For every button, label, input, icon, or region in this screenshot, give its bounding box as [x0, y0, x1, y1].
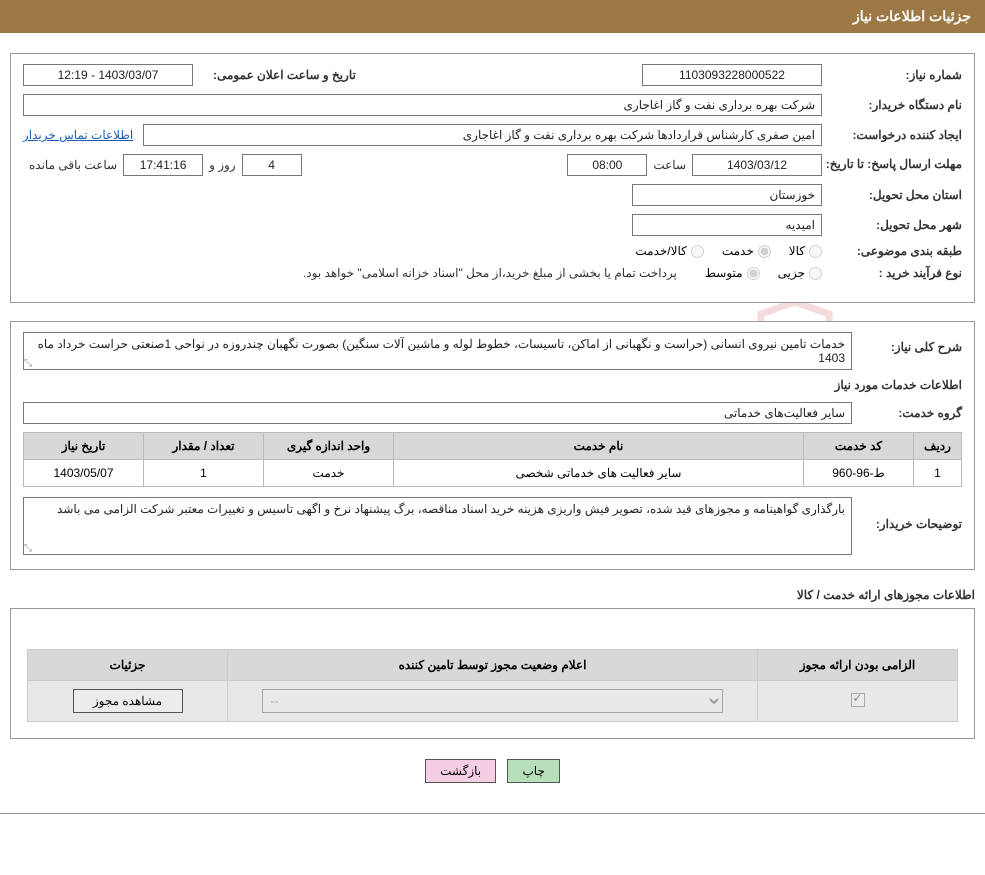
services-table: ردیف کد خدمت نام خدمت واحد اندازه گیری ت…	[23, 432, 962, 487]
print-button[interactable]: چاپ	[507, 759, 559, 783]
overview-text: خدمات تامین نیروی انسانی (حراست و نگهبان…	[38, 337, 845, 365]
buyer-desc-text: بارگذاری گواهینامه و مجوزهای قید شده، تص…	[57, 502, 845, 516]
province-field: خوزستان	[632, 184, 822, 206]
radio-small-label: جزیی	[778, 266, 805, 280]
need-panel: شرح کلی نیاز: خدمات تامین نیروی انسانی (…	[10, 321, 975, 570]
mandatory-cell	[758, 681, 958, 722]
radio-khadamat-label: خدمت	[722, 244, 754, 258]
city-label: شهر محل تحویل:	[822, 218, 962, 232]
radio-kala[interactable]: کالا	[789, 244, 822, 258]
th-date: تاریخ نیاز	[24, 433, 144, 460]
info-panel: شماره نیاز: 1103093228000522 تاریخ و ساع…	[10, 53, 975, 303]
days-and-text: روز و	[203, 158, 242, 172]
td-unit: خدمت	[264, 460, 394, 487]
city-field: امیدیه	[632, 214, 822, 236]
group-field: سایر فعالیت‌های خدماتی	[23, 402, 852, 424]
td-row: 1	[914, 460, 962, 487]
th-code: کد خدمت	[804, 433, 914, 460]
group-label: گروه خدمت:	[852, 406, 962, 420]
license-table: الزامی بودن ارائه مجوز اعلام وضعیت مجوز …	[27, 649, 958, 722]
payment-note: پرداخت تمام یا بخشی از مبلغ خرید،از محل …	[303, 266, 677, 280]
deadline-date-field: 1403/03/12	[692, 154, 822, 176]
td-date: 1403/05/07	[24, 460, 144, 487]
purchase-type-label: نوع فرآیند خرید :	[822, 266, 962, 280]
buyer-desc-box: بارگذاری گواهینامه و مجوزهای قید شده، تص…	[23, 497, 852, 555]
footer-buttons: چاپ بازگشت	[10, 759, 975, 783]
services-title: اطلاعات خدمات مورد نیاز	[835, 378, 962, 392]
buyer-org-field: شرکت بهره برداری نفت و گاز اغاجاری	[23, 94, 822, 116]
th-mandatory: الزامی بودن ارائه مجوز	[758, 650, 958, 681]
license-row: -- مشاهده مجوز	[28, 681, 958, 722]
th-details: جزئیات	[28, 650, 228, 681]
announce-field: 1403/03/07 - 12:19	[23, 64, 193, 86]
remaining-text: ساعت باقی مانده	[23, 158, 123, 172]
deadline-label: مهلت ارسال پاسخ: تا تاریخ:	[822, 157, 962, 173]
view-license-button[interactable]: مشاهده مجوز	[73, 689, 183, 713]
license-section-title: اطلاعات مجوزهای ارائه خدمت / کالا	[10, 588, 975, 602]
details-cell: مشاهده مجوز	[28, 681, 228, 722]
category-label: طبقه بندی موضوعی:	[822, 244, 962, 258]
need-no-field: 1103093228000522	[642, 64, 822, 86]
province-label: استان محل تحویل:	[822, 188, 962, 202]
th-unit: واحد اندازه گیری	[264, 433, 394, 460]
radio-medium-label: متوسط	[705, 266, 743, 280]
deadline-time-field: 08:00	[567, 154, 647, 176]
days-remaining-field: 4	[242, 154, 302, 176]
time-word: ساعت	[647, 158, 692, 172]
th-status: اعلام وضعیت مجوز توسط تامین کننده	[228, 650, 758, 681]
license-panel: الزامی بودن ارائه مجوز اعلام وضعیت مجوز …	[10, 608, 975, 739]
td-name: سایر فعالیت های خدماتی شخصی	[394, 460, 804, 487]
td-code: ط-96-960	[804, 460, 914, 487]
table-row: 1 ط-96-960 سایر فعالیت های خدماتی شخصی خ…	[24, 460, 962, 487]
announce-label: تاریخ و ساعت اعلان عمومی:	[207, 68, 356, 82]
status-cell: --	[228, 681, 758, 722]
buyer-contact-link[interactable]: اطلاعات تماس خریدار	[23, 128, 133, 142]
countdown-field: 17:41:16	[123, 154, 203, 176]
radio-small[interactable]: جزیی	[778, 266, 822, 280]
mandatory-checkbox	[851, 693, 865, 707]
requester-label: ایجاد کننده درخواست:	[822, 128, 962, 142]
buyer-org-label: نام دستگاه خریدار:	[822, 98, 962, 112]
overview-textarea: خدمات تامین نیروی انسانی (حراست و نگهبان…	[23, 332, 852, 370]
radio-both-label: کالا/خدمت	[635, 244, 686, 258]
radio-medium[interactable]: متوسط	[705, 266, 760, 280]
radio-khadamat[interactable]: خدمت	[722, 244, 771, 258]
status-select[interactable]: --	[262, 689, 724, 713]
radio-both[interactable]: کالا/خدمت	[635, 244, 703, 258]
th-row: ردیف	[914, 433, 962, 460]
page-title-bar: جزئیات اطلاعات نیاز	[0, 0, 985, 33]
page-title: جزئیات اطلاعات نیاز	[853, 8, 971, 24]
buyer-desc-label: توضیحات خریدار:	[852, 497, 962, 531]
requester-field: امین صفری کارشناس قراردادها شرکت بهره بر…	[143, 124, 822, 146]
radio-kala-label: کالا	[789, 244, 805, 258]
th-name: نام خدمت	[394, 433, 804, 460]
td-qty: 1	[144, 460, 264, 487]
need-no-label: شماره نیاز:	[822, 68, 962, 82]
overview-label: شرح کلی نیاز:	[852, 332, 962, 354]
th-qty: تعداد / مقدار	[144, 433, 264, 460]
back-button[interactable]: بازگشت	[425, 759, 496, 783]
